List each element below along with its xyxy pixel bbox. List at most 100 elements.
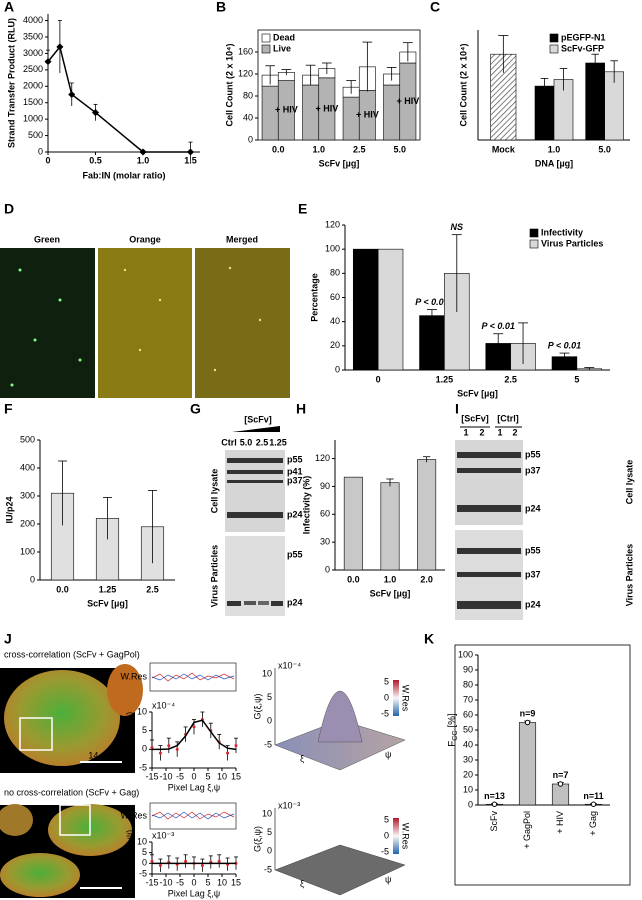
- x-tick-label: 0.0: [272, 144, 285, 154]
- scale-bar-label: 14 µm: [88, 750, 113, 760]
- scale-bar-label: 14 µm: [88, 876, 113, 886]
- band-label: p41: [287, 466, 303, 476]
- x-tick-label: 5: [205, 877, 210, 887]
- y-label-part: [%]: [447, 713, 458, 728]
- x-tick-label: 15: [231, 877, 241, 887]
- y-axis-label: FCC [%]: [447, 713, 459, 747]
- x-tick-label: 1.0: [384, 574, 397, 584]
- x-tick-label: + HIV: [555, 811, 565, 834]
- surface-ztick: 0: [267, 846, 272, 856]
- bar: [380, 482, 400, 571]
- x-tick-label: 0.5: [89, 155, 102, 165]
- bar-note: n=7: [553, 770, 569, 780]
- fccs-images: [0, 662, 406, 898]
- lane-header: [ScFv]: [461, 413, 489, 423]
- y-tick-label: 10: [137, 836, 147, 846]
- y-axis-label: G(ξ,0), G(0,ψ): [124, 830, 134, 886]
- x-tick-label: 0: [376, 374, 381, 384]
- y-tick-label: 20: [463, 769, 473, 779]
- point: [184, 859, 188, 863]
- y-tick-label: 3500: [23, 31, 43, 41]
- x-axis-label: DNA [µg]: [535, 158, 573, 168]
- bar-marker: [590, 801, 597, 807]
- x-tick-label: 5: [574, 374, 579, 384]
- legend-swatch: [261, 44, 271, 54]
- point: [167, 744, 171, 748]
- lane-header: [ScFv]: [244, 414, 272, 424]
- wres-label: W.Res: [120, 810, 147, 820]
- colorbar-tick: 5: [384, 676, 389, 686]
- scale-label: x10⁻⁴: [152, 700, 175, 710]
- bar-note: n=11: [583, 791, 603, 801]
- bar: [534, 85, 555, 141]
- panel-label: F: [4, 401, 13, 417]
- band-label: p55: [525, 449, 541, 459]
- surface-zlabel: G(ξ,ψ): [252, 826, 262, 852]
- lane-label: 2: [479, 427, 484, 437]
- legend-label: Dead: [273, 32, 295, 42]
- bar: [585, 62, 605, 141]
- y-tick-label: 500: [28, 130, 43, 140]
- surface-ztick: 0: [267, 716, 272, 726]
- x-axis-label: ScFv [µg]: [457, 388, 498, 398]
- bar: [518, 722, 537, 806]
- y-tick-label: 10: [137, 706, 147, 716]
- x-axis-label: ScFv [µg]: [87, 598, 128, 608]
- y-label-part: CC: [452, 731, 459, 741]
- y-axis-label: Cell Count (2 x 10⁴): [458, 44, 468, 127]
- surface-scale: x10⁻⁴: [278, 660, 301, 670]
- legend-swatch: [549, 33, 559, 43]
- x-tick-label: 15: [231, 771, 241, 781]
- side-label: Virus Particles: [209, 545, 219, 607]
- legend-swatch: [529, 228, 539, 238]
- x-tick-label: + GagPol: [522, 811, 532, 849]
- band-label: p55: [287, 549, 303, 559]
- bar-note: + HIV: [356, 110, 379, 120]
- y-axis-label: Cell Count (2 x 10⁴): [224, 44, 234, 127]
- y-tick-label: 2000: [23, 81, 43, 91]
- point: [150, 859, 154, 863]
- x-tick-label: -5: [176, 877, 184, 887]
- panel-label: I: [455, 401, 459, 417]
- point: [175, 747, 179, 751]
- colorbar-tick: -5: [381, 708, 389, 718]
- lane-label: Ctrl: [221, 437, 237, 447]
- x-tick-label: 10: [217, 877, 227, 887]
- bar-note: P < 0.01: [415, 297, 448, 307]
- y-tick-label: 90: [320, 481, 330, 491]
- point: [150, 745, 154, 749]
- x-axis-label: Pixel Lag ξ,ψ: [168, 782, 220, 792]
- y-axis-label: Strand Transfer Product (RLU): [6, 18, 16, 148]
- wres-label: W.Res: [120, 671, 147, 681]
- scale-label: x10⁻³: [152, 830, 174, 840]
- image-label: Green: [34, 234, 60, 244]
- x-tick-label: 0: [191, 771, 196, 781]
- legend-swatch: [549, 44, 559, 54]
- x-axis-label: Pixel Lag ξ,ψ: [168, 888, 220, 898]
- bar-note: + HIV: [396, 96, 419, 106]
- y-axis-label: Percentage: [309, 273, 319, 322]
- bar: [417, 459, 437, 571]
- surface-ztick: 5: [267, 827, 272, 837]
- y-tick-label: 200: [20, 518, 35, 528]
- band-label: p37: [525, 569, 541, 579]
- bar: [551, 783, 570, 806]
- y-tick-label: 0: [248, 134, 253, 144]
- panel-label: C: [430, 0, 440, 15]
- bar-note: n=9: [520, 708, 536, 718]
- x-tick-label: 0.0: [56, 584, 69, 594]
- y-tick-label: 10: [463, 784, 473, 794]
- y-tick-label: 60: [320, 509, 330, 519]
- colorbar-tick: -5: [381, 846, 389, 856]
- y-tick-label: 100: [325, 244, 340, 254]
- legend-label: Live: [273, 43, 291, 53]
- y-tick-label: 5: [142, 725, 147, 735]
- x-axis-label: ScFv [µg]: [319, 158, 360, 168]
- band-label: p37: [525, 465, 541, 475]
- image-label: Merged: [226, 234, 258, 244]
- bar-marker: [524, 719, 531, 726]
- y-tick-label: 0: [325, 564, 330, 574]
- bar-segment: [383, 84, 401, 141]
- band-label: p55: [525, 545, 541, 555]
- y-label-part: F: [447, 741, 458, 747]
